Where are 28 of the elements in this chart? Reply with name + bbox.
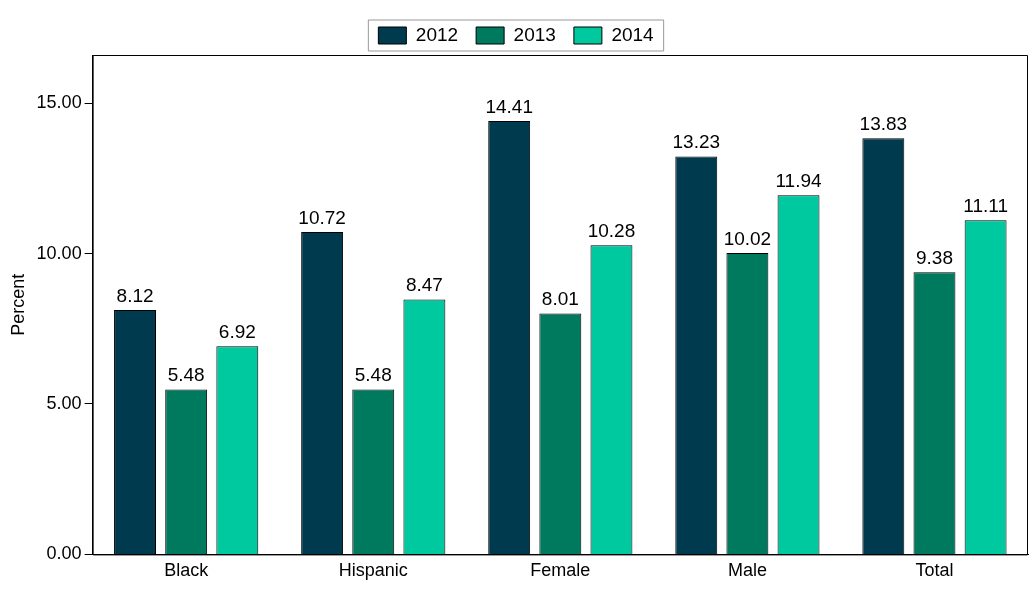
data-label: 5.48	[167, 364, 205, 386]
data-label: 11.94	[775, 169, 823, 191]
data-label: 5.48	[354, 364, 392, 386]
x-tick-label: Black	[164, 560, 210, 581]
data-label: 6.92	[218, 320, 256, 342]
data-label: 8.01	[541, 288, 579, 310]
data-label: 11.11	[963, 194, 1008, 216]
data-label: 14.41	[485, 95, 533, 117]
data-label: 13.23	[672, 131, 721, 153]
data-label: 9.38	[915, 246, 953, 268]
y-axis-title: Percent	[7, 273, 28, 336]
y-tick-label: 5.00	[46, 392, 82, 413]
data-label: 8.47	[405, 274, 443, 296]
x-tick-label: Total	[915, 560, 954, 581]
x-tick-label: Hispanic	[338, 560, 408, 581]
y-tick-label: 15.00	[36, 92, 82, 113]
y-tick-label: 10.00	[36, 242, 82, 263]
data-label: 10.72	[298, 206, 346, 228]
data-label: 8.12	[116, 284, 154, 306]
data-label: 10.28	[587, 219, 636, 241]
legend-label: 2012	[415, 23, 459, 45]
data-label: 13.83	[859, 113, 908, 135]
y-tick-label: 0.00	[46, 543, 82, 564]
legend-label: 2013	[513, 23, 556, 45]
x-tick-label: Female	[530, 560, 591, 581]
x-tick-label: Male	[727, 560, 767, 581]
legend-label: 2014	[611, 23, 655, 45]
data-label: 10.02	[723, 227, 772, 249]
